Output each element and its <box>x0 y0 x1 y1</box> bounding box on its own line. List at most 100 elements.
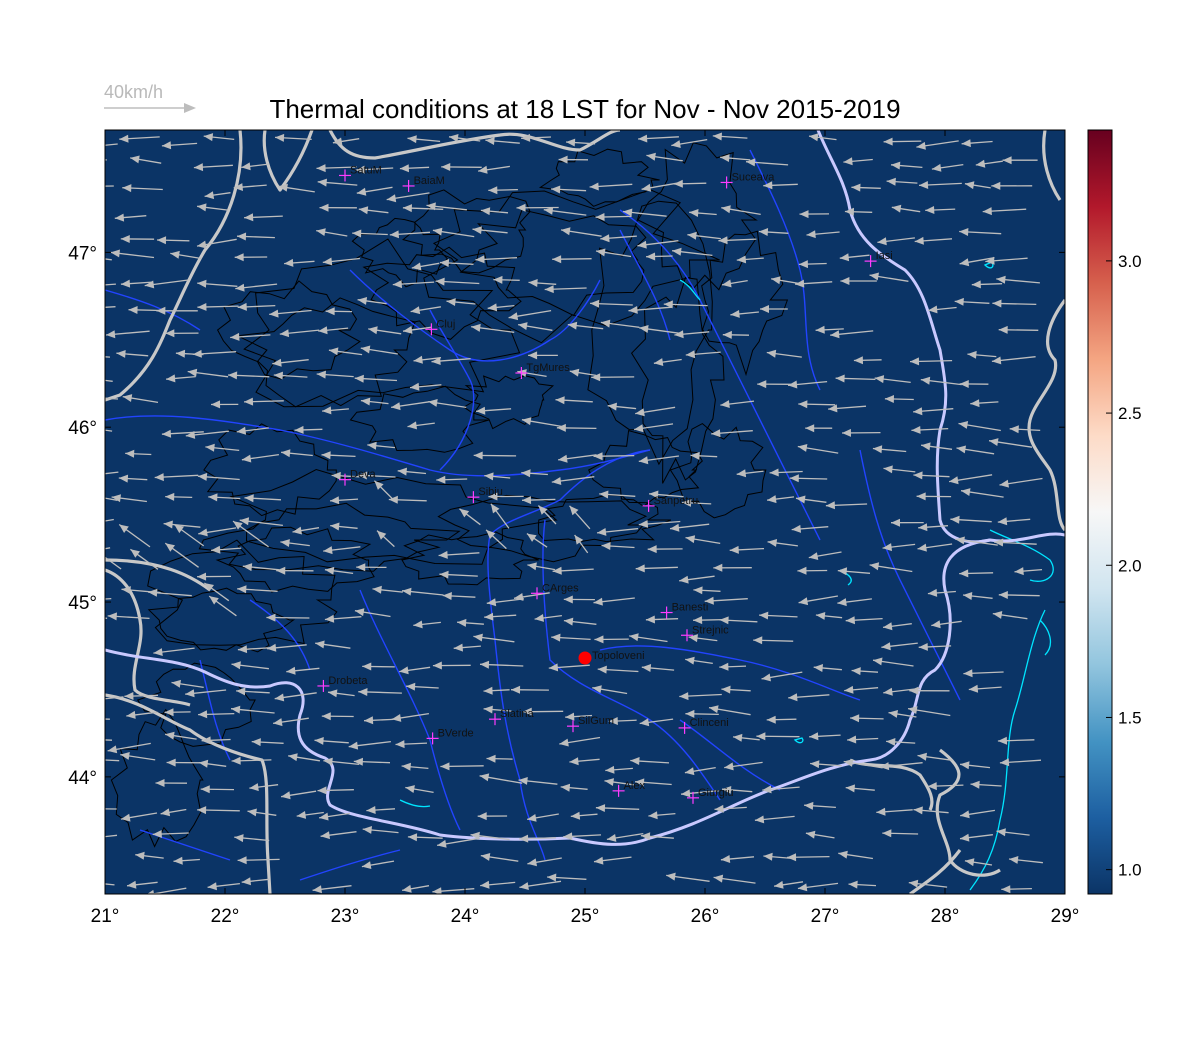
wind-arrow <box>439 259 474 267</box>
wind-arrow <box>316 370 354 379</box>
wind-arrow <box>1001 885 1032 894</box>
wind-arrow <box>274 133 312 142</box>
wind-arrow <box>362 826 399 834</box>
wind-arrow <box>628 306 672 314</box>
wind-arrow <box>843 157 873 166</box>
wind-arrow <box>324 566 354 575</box>
wind-arrow <box>197 203 229 212</box>
wind-arrow <box>954 297 990 306</box>
wind-arrow <box>198 759 227 768</box>
wind-vectors <box>105 132 1043 894</box>
wind-arrow <box>321 712 354 721</box>
wind-arrow <box>203 133 235 142</box>
wind-arrow <box>124 692 159 700</box>
wind-arrow <box>281 449 313 458</box>
wind-arrow <box>395 740 428 749</box>
wind-arrow <box>722 330 750 339</box>
wind-arrow <box>105 759 120 762</box>
wind-arrow <box>991 181 1033 190</box>
wind-arrow <box>758 228 789 236</box>
city-marker: Sanpetru <box>642 495 699 512</box>
contour-line <box>203 423 337 517</box>
wind-arrow <box>591 373 635 382</box>
wind-arrow <box>869 272 909 282</box>
wind-arrow <box>135 851 164 860</box>
wind-arrow <box>594 635 629 644</box>
x-tick-label: 21° <box>91 906 120 927</box>
wind-arrow <box>720 855 755 863</box>
wind-arrow <box>355 165 394 174</box>
wind-arrow <box>913 806 949 815</box>
wind-arrow <box>196 238 237 249</box>
wind-arrow <box>607 402 637 411</box>
wind-arrow <box>774 880 804 889</box>
wind-arrow <box>316 164 357 173</box>
wind-arrow <box>320 831 357 840</box>
wind-arrow <box>294 425 323 434</box>
wind-arrow <box>332 137 360 146</box>
wind-arrow <box>998 325 1039 334</box>
wind-arrow <box>402 204 444 213</box>
wind-arrow <box>185 689 227 698</box>
wind-arrow <box>754 815 795 824</box>
wind-arrow <box>637 240 679 249</box>
x-tick-label: 29° <box>1051 906 1080 927</box>
wind-arrow <box>753 636 794 645</box>
wind-arrow <box>405 785 434 794</box>
wind-arrow <box>478 165 510 174</box>
wind-arrow <box>805 830 835 839</box>
contour-line <box>110 708 204 848</box>
wind-arrow <box>399 164 430 173</box>
station-label: Topoloveni <box>592 650 645 662</box>
river-line <box>619 229 671 341</box>
wind-arrow <box>153 647 195 656</box>
y-tick-label: 47° <box>68 243 97 264</box>
wind-arrow <box>928 305 957 314</box>
wind-arrow <box>704 596 748 605</box>
wind-arrow <box>352 229 388 238</box>
wind-arrow <box>685 656 713 665</box>
wind-arrow <box>208 493 241 502</box>
contour-line <box>459 209 647 317</box>
wind-arrow <box>356 563 387 572</box>
wind-arrow <box>663 300 708 309</box>
wind-arrow <box>236 426 269 435</box>
wind-arrow <box>551 633 591 642</box>
wind-arrow <box>322 406 349 415</box>
wind-arrow <box>105 696 124 700</box>
wind-arrow <box>559 736 601 747</box>
city-label: Sanpetru <box>654 495 699 507</box>
wind-arrow <box>518 777 558 785</box>
wind-arrow <box>931 163 964 172</box>
wind-arrow <box>210 400 239 409</box>
wind-arrow <box>391 712 429 722</box>
border-line <box>105 693 272 894</box>
wind-arrow <box>815 325 844 334</box>
wind-arrow <box>120 235 155 243</box>
wind-arrow <box>629 633 668 643</box>
city-marker: BaiaM <box>402 175 445 192</box>
wind-arrow <box>357 471 396 480</box>
wind-arrow <box>962 592 993 600</box>
wind-arrow <box>593 856 632 865</box>
wind-arrow <box>544 285 587 294</box>
wind-arrow <box>247 808 277 817</box>
wind-arrow <box>604 778 634 786</box>
wind-arrow <box>648 811 676 820</box>
wind-arrow <box>329 496 359 505</box>
wind-arrow <box>116 350 149 358</box>
wind-arrow <box>736 469 764 478</box>
wind-arrow <box>519 880 562 890</box>
wind-arrow <box>459 508 481 526</box>
wind-arrow <box>328 347 363 356</box>
wind-arrow <box>324 614 362 623</box>
wind-arrow <box>154 473 199 482</box>
contour-line <box>423 189 720 344</box>
wind-arrow <box>356 186 393 196</box>
contour-line <box>198 502 461 572</box>
wind-arrow <box>920 376 962 386</box>
wind-arrow <box>551 185 587 194</box>
wind-arrow <box>599 490 636 499</box>
wind-arrow <box>120 752 156 761</box>
wind-arrow <box>537 505 557 525</box>
